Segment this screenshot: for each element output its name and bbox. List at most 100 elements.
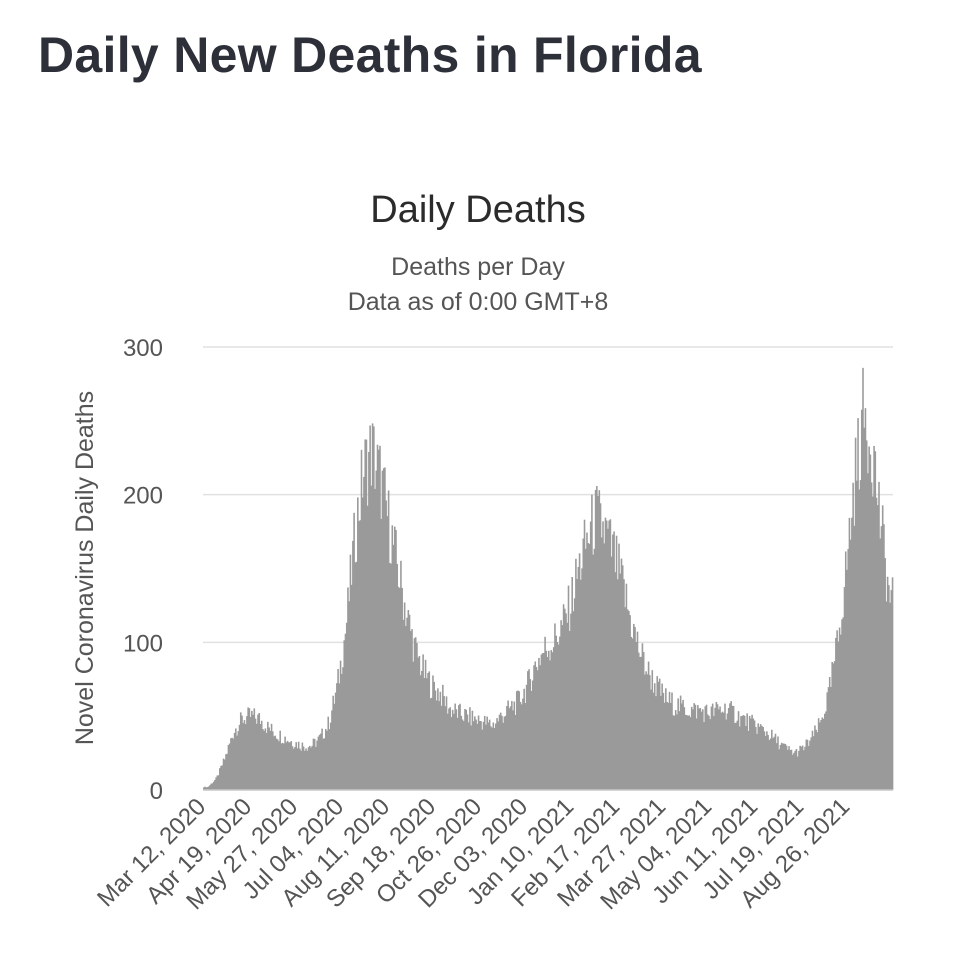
bar — [779, 744, 782, 790]
bar — [745, 725, 747, 790]
bar — [810, 737, 813, 790]
bar — [780, 742, 783, 790]
bar — [243, 720, 246, 790]
bar — [774, 733, 777, 790]
bar — [375, 470, 378, 790]
bar — [762, 727, 764, 790]
bar — [480, 721, 482, 790]
bar — [837, 641, 840, 790]
bar — [460, 715, 463, 790]
bar — [474, 716, 476, 790]
bar — [311, 745, 314, 790]
bar — [560, 620, 562, 790]
bar — [785, 745, 788, 790]
bar — [846, 569, 848, 790]
bar — [584, 548, 587, 790]
bar — [253, 708, 256, 790]
bar — [828, 677, 831, 790]
bar — [501, 715, 503, 790]
bar — [836, 630, 838, 790]
bar — [226, 753, 228, 790]
bar — [274, 735, 277, 790]
bar — [348, 601, 350, 790]
bar — [548, 650, 550, 790]
bar — [773, 736, 776, 790]
bar — [619, 573, 622, 790]
bar — [710, 706, 713, 790]
bar — [254, 718, 257, 790]
bar — [562, 604, 565, 790]
bar — [549, 660, 551, 790]
bar — [255, 723, 258, 790]
bar — [889, 602, 891, 790]
bar — [718, 709, 720, 790]
bar — [520, 704, 523, 790]
bar — [713, 715, 715, 790]
bar — [699, 708, 702, 790]
bar — [592, 554, 594, 790]
bar — [646, 674, 649, 790]
bar — [581, 568, 583, 790]
bar — [604, 517, 607, 790]
bar — [424, 659, 427, 790]
bar — [821, 717, 824, 790]
bar — [264, 728, 267, 790]
bar — [221, 765, 224, 790]
bar — [352, 540, 354, 790]
bar — [216, 775, 219, 790]
bar — [610, 556, 613, 790]
bar — [286, 740, 289, 790]
bar — [419, 675, 422, 790]
bar — [609, 519, 612, 790]
bar — [427, 673, 429, 790]
bar — [769, 738, 772, 790]
bar — [511, 701, 513, 790]
bar — [461, 719, 464, 790]
bar — [605, 520, 608, 790]
bar — [817, 718, 820, 790]
bar — [385, 500, 387, 790]
bar — [448, 708, 450, 790]
bar — [750, 718, 752, 790]
bar — [661, 683, 663, 790]
bar — [396, 563, 399, 790]
bar — [822, 718, 825, 790]
bar — [343, 640, 346, 790]
grid-lines — [203, 346, 893, 644]
bar — [720, 712, 723, 790]
bar — [832, 663, 835, 790]
bar — [514, 715, 517, 790]
bar — [546, 657, 549, 790]
bar — [443, 696, 445, 790]
bar — [251, 710, 253, 790]
bar — [206, 787, 209, 790]
chart-title: Daily Deaths — [370, 189, 585, 231]
bar — [714, 707, 716, 790]
bar — [338, 683, 341, 790]
bar — [400, 560, 402, 790]
bar — [863, 427, 866, 790]
bar — [406, 617, 408, 790]
bar — [883, 524, 885, 790]
bar — [789, 750, 792, 790]
bar — [265, 732, 268, 790]
bar — [327, 716, 330, 790]
bar — [702, 709, 704, 790]
bar — [207, 786, 210, 790]
bar — [366, 505, 369, 790]
bar — [531, 680, 534, 790]
bar — [407, 610, 410, 790]
bar — [587, 543, 590, 790]
bar — [450, 717, 453, 790]
bar — [316, 740, 318, 790]
bar — [565, 613, 567, 790]
bar — [800, 746, 803, 790]
bar — [623, 579, 625, 790]
bar — [390, 563, 392, 790]
bar — [673, 715, 676, 790]
bar — [716, 704, 719, 790]
bar — [634, 627, 636, 790]
bar — [301, 742, 304, 790]
bar — [433, 681, 435, 790]
